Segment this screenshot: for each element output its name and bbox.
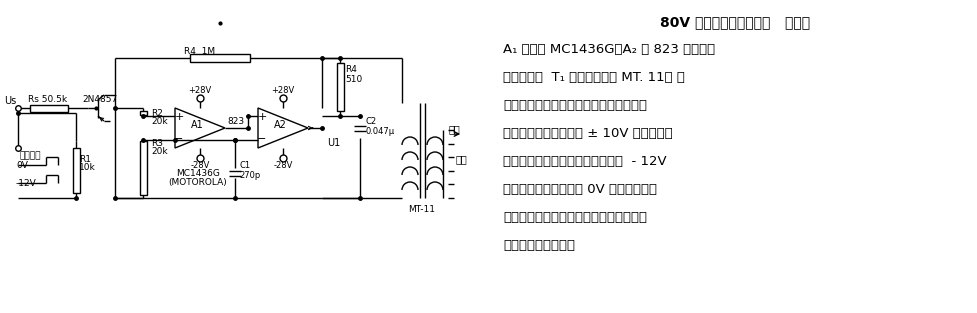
Text: 电压关断，栅极电压为 0V 时，开关接通: 电压关断，栅极电压为 0V 时，开关接通 [502,183,657,196]
Bar [190,54,250,62]
Text: 2N4857: 2N4857 [82,95,117,104]
Text: MC1436G: MC1436G [176,168,220,177]
Text: 于数字同步变换器。: 于数字同步变换器。 [502,239,574,252]
Bar [30,105,68,111]
Text: R4  1M: R4 1M [185,47,215,55]
Text: 模拟输入: 模拟输入 [20,151,41,161]
Text: 并经放大，变压器升压输出。该电路可用: 并经放大，变压器升压输出。该电路可用 [502,211,647,224]
Text: A₁ 为运放 MC1436G，A₂ 为 823 型功率运: A₁ 为运放 MC1436G，A₂ 为 823 型功率运 [502,43,714,56]
Text: 80V 有效值模拟开关电路   电路中: 80V 有效值模拟开关电路 电路中 [659,15,809,29]
Text: R3: R3 [150,138,163,147]
Bar [72,148,79,193]
Text: 20k: 20k [150,147,167,156]
Text: MT-11: MT-11 [408,206,435,214]
Text: Rs 50.5k: Rs 50.5k [28,95,67,105]
Text: −: − [174,134,184,144]
Text: 0V: 0V [16,161,28,170]
Text: R4: R4 [345,65,357,74]
Text: 270p: 270p [238,171,260,179]
Text: 变化对输出的影响。在 ± 10V 之间变化的: 变化对输出的影响。在 ± 10V 之间变化的 [502,127,672,140]
Text: +28V: +28V [271,86,294,95]
Text: R1: R1 [79,155,91,163]
Text: C2: C2 [364,117,376,126]
Text: A1: A1 [191,120,203,130]
Bar [336,63,343,111]
Text: (MOTOROLA): (MOTOROLA) [168,178,227,187]
Text: 0.047μ: 0.047μ [364,127,394,136]
Text: 10k: 10k [79,163,96,172]
Bar [140,141,147,195]
Text: +: + [174,112,184,122]
Text: 510: 510 [345,75,361,85]
Text: 20k: 20k [150,117,167,126]
Text: し。: し。 [455,154,467,164]
Text: 馈电路稳定了输出信号，减小了电路参数: 馈电路稳定了输出信号，减小了电路参数 [502,99,647,112]
Text: 823: 823 [227,117,244,126]
Text: A2: A2 [274,120,286,130]
Text: R2: R2 [150,109,163,117]
Text: -12V: -12V [16,178,37,187]
Text: 负载: 负载 [448,124,460,134]
Text: -28V: -28V [191,161,209,170]
Text: U1: U1 [326,138,340,148]
Text: 交流输入信号，可由场效应管栅极  - 12V: 交流输入信号，可由场效应管栅极 - 12V [502,155,666,168]
Text: Us: Us [4,96,16,106]
Text: +28V: +28V [189,86,211,95]
Text: −: − [257,134,267,144]
Text: C1: C1 [238,161,250,170]
Text: -28V: -28V [273,161,292,170]
Text: +: + [257,112,267,122]
Text: 算放大器，  T₁ 为小型变压器 MT. 11。 反: 算放大器， T₁ 为小型变压器 MT. 11。 反 [502,71,684,84]
Bar [140,111,147,115]
